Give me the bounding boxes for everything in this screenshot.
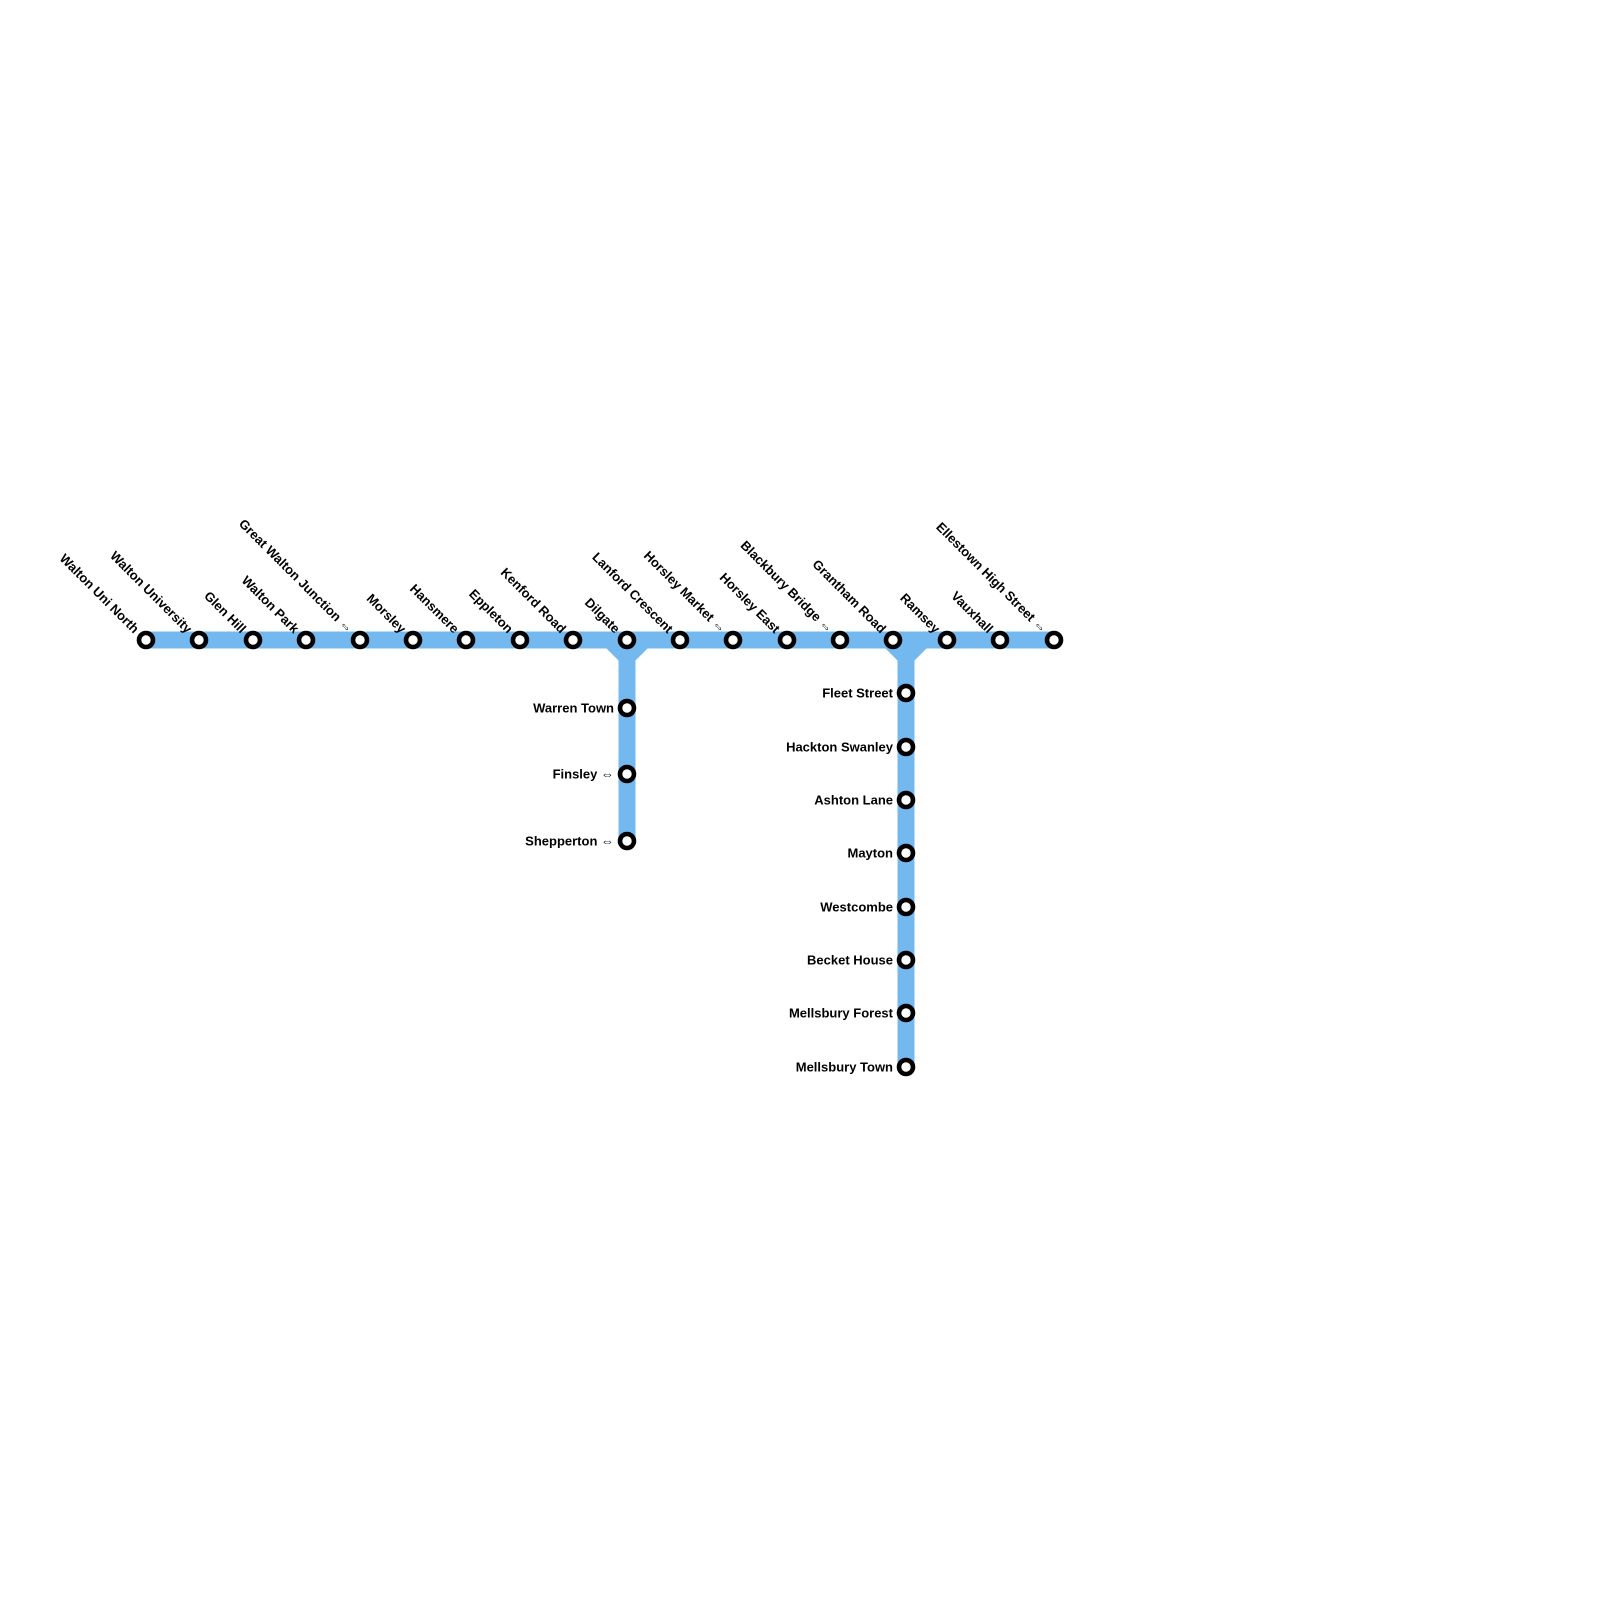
station-marker-mayton: [896, 843, 916, 863]
station-label-ashton-lane: Ashton Lane: [814, 793, 893, 808]
station-marker-glen-hill: [243, 630, 263, 650]
station-label-hansmere: Hansmere: [407, 581, 462, 636]
station-label-fleet-street: Fleet Street: [822, 686, 893, 701]
junction-fillet-left-dilgate-branch: [606, 648, 619, 661]
station-marker-westcombe: [896, 897, 916, 917]
station-label-eppleton: Eppleton: [466, 586, 516, 636]
station-label-dilgate: Dilgate: [582, 595, 623, 636]
station-marker-hansmere: [456, 630, 476, 650]
station-marker-becket-house: [896, 950, 916, 970]
station-label-shepperton: Shepperton ⇔: [525, 834, 614, 849]
station-marker-great-walton-junction: [350, 630, 370, 650]
station-marker-vauxhall: [990, 630, 1010, 650]
station-label-warren-town: Warren Town: [533, 701, 614, 716]
station-marker-dilgate: [617, 630, 637, 650]
station-marker-blackbury-bridge: [830, 630, 850, 650]
station-label-finsley: Finsley ⇔: [553, 767, 614, 782]
junction-fillet-left-mellsbury-branch: [885, 648, 898, 661]
station-marker-kenford-road: [563, 630, 583, 650]
station-marker-eppleton: [510, 630, 530, 650]
station-marker-ellestown-high-street: [1044, 630, 1064, 650]
station-marker-walton-park: [296, 630, 316, 650]
station-marker-fleet-street: [896, 683, 916, 703]
station-marker-warren-town: [617, 698, 637, 718]
station-marker-hackton-swanley: [896, 737, 916, 757]
station-label-becket-house: Becket House: [807, 953, 893, 968]
station-marker-grantham-road: [883, 630, 903, 650]
station-label-ellestown-high-street: Ellestown High Street ⇔: [933, 519, 1050, 636]
station-label-mayton: Mayton: [848, 846, 894, 861]
station-label-blackbury-bridge: Blackbury Bridge ⇔: [738, 538, 836, 636]
station-label-mellsbury-town: Mellsbury Town: [796, 1060, 893, 1075]
station-marker-horsley-east: [777, 630, 797, 650]
station-label-vauxhall: Vauxhall: [948, 588, 996, 636]
station-label-morsley: Morsley: [364, 591, 410, 637]
station-label-ramsey: Ramsey: [897, 590, 943, 636]
station-marker-walton-university: [189, 630, 209, 650]
station-marker-shepperton: [617, 831, 637, 851]
station-marker-finsley: [617, 764, 637, 784]
station-label-glen-hill: Glen Hill: [201, 588, 249, 636]
station-label-mellsbury-forest: Mellsbury Forest: [789, 1006, 894, 1021]
station-marker-ramsey: [937, 630, 957, 650]
junction-fillet-right-dilgate-branch: [635, 648, 648, 661]
station-label-hackton-swanley: Hackton Swanley: [786, 740, 894, 755]
station-marker-horsley-market: [723, 630, 743, 650]
junction-fillet-right-mellsbury-branch: [914, 648, 927, 661]
station-marker-mellsbury-forest: [896, 1003, 916, 1023]
station-marker-mellsbury-town: [896, 1057, 916, 1077]
station-marker-ashton-lane: [896, 790, 916, 810]
station-marker-morsley: [403, 630, 423, 650]
station-label-westcombe: Westcombe: [820, 900, 893, 915]
station-marker-walton-uni-north: [136, 630, 156, 650]
station-marker-lanford-crescent: [670, 630, 690, 650]
